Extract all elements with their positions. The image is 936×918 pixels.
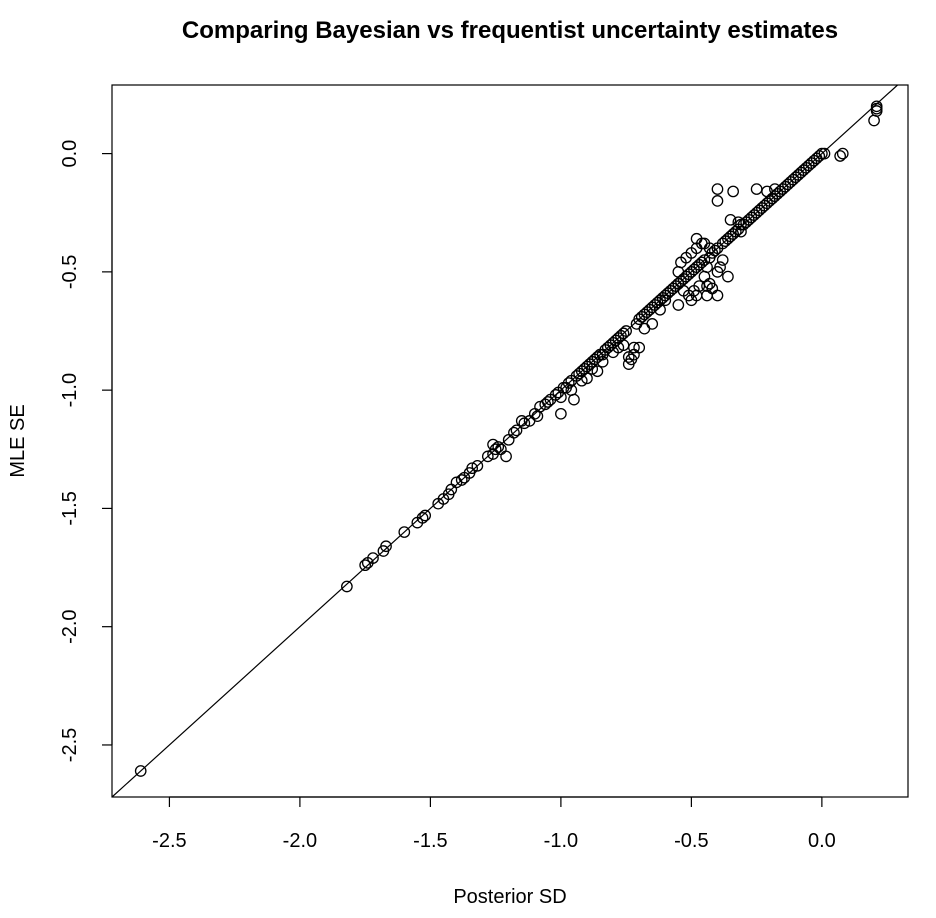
data-point: [562, 377, 575, 389]
y-tick-label: 0.0: [59, 140, 81, 168]
data-point: [518, 417, 531, 430]
data-point: [698, 270, 711, 283]
data-point: [617, 339, 630, 352]
data-point: [769, 183, 781, 195]
x-tick-label: 0.0: [808, 830, 836, 852]
data-point: [466, 462, 479, 475]
data-point: [398, 526, 411, 538]
data-point: [134, 765, 147, 777]
data-point: [541, 396, 554, 408]
data-point: [735, 225, 747, 238]
y-tick-label: -2.5: [59, 728, 81, 762]
y-tick-label: -1.5: [59, 491, 81, 525]
data-point: [596, 355, 609, 368]
y-tick-label: -0.5: [59, 255, 81, 289]
data-point: [711, 195, 724, 207]
data-point: [711, 266, 724, 278]
data-point: [750, 183, 763, 195]
data-point: [531, 410, 544, 423]
data-point: [709, 244, 721, 257]
y-tick-label: -1.0: [59, 373, 81, 407]
y-axis-label: MLE SE: [7, 404, 29, 477]
data-point: [380, 540, 392, 553]
data-point: [620, 325, 632, 337]
data-point: [489, 443, 502, 456]
data-point: [568, 393, 580, 406]
x-tick-label: -1.5: [413, 830, 447, 852]
data-point: [492, 441, 505, 453]
data-point: [622, 358, 635, 370]
data-point: [510, 424, 523, 437]
data-point: [727, 185, 739, 198]
data-point: [471, 459, 484, 472]
x-tick-label: -2.5: [152, 830, 186, 852]
data-point: [515, 415, 528, 427]
x-tick-label: -1.0: [544, 830, 578, 852]
y-axis: -2.5 -2.0 -1.5 -1.0 -0.5 0.0: [59, 140, 113, 762]
data-point: [703, 242, 716, 255]
data-point: [654, 303, 666, 316]
data-point: [672, 299, 685, 311]
data-point: [633, 341, 646, 354]
data-point: [416, 512, 429, 524]
chart-title: Comparing Bayesian vs frequentist uncert…: [182, 17, 838, 44]
data-point: [502, 433, 515, 446]
data-point: [834, 150, 846, 162]
data-point: [555, 407, 567, 420]
data-point: [341, 580, 353, 593]
identity-line: [111, 84, 898, 798]
data-point: [581, 372, 593, 385]
data-point: [870, 100, 883, 113]
data-point: [455, 474, 468, 486]
plot-frame: [111, 84, 909, 798]
data-point: [612, 341, 625, 354]
data-point: [701, 280, 713, 292]
x-axis: -2.5 -2.0 -1.5 -1.0 -0.5 0.0: [152, 796, 836, 852]
data-point: [818, 147, 831, 160]
data-point: [698, 254, 711, 266]
data-point: [367, 552, 379, 564]
data-point: [868, 114, 880, 127]
data-point: [419, 509, 432, 522]
data-point: [659, 294, 672, 307]
data-point: [638, 322, 651, 335]
data-point: [549, 389, 562, 401]
x-tick-label: -0.5: [674, 830, 708, 852]
data-point: [565, 384, 578, 396]
data-point: [724, 213, 737, 226]
data-point: [508, 426, 520, 439]
data-point: [555, 391, 567, 404]
data-point: [500, 450, 512, 463]
data-point: [672, 266, 685, 278]
x-tick-label: -2.0: [283, 830, 317, 852]
x-axis-label: Posterior SD: [453, 886, 566, 908]
data-point: [711, 289, 724, 302]
data-point: [870, 102, 883, 115]
data-point: [575, 374, 588, 387]
data-point: [622, 351, 635, 363]
data-point: [711, 183, 724, 195]
data-point: [646, 318, 659, 330]
data-point: [617, 327, 630, 340]
data-point: [481, 450, 494, 463]
data-point: [591, 365, 604, 378]
data-point: [722, 270, 734, 283]
data-points: [134, 100, 883, 777]
data-point: [813, 150, 826, 162]
data-point: [586, 363, 599, 375]
y-tick-label: -2.0: [59, 609, 81, 643]
data-point: [716, 254, 729, 266]
data-point: [836, 147, 849, 160]
data-point: [359, 559, 372, 572]
